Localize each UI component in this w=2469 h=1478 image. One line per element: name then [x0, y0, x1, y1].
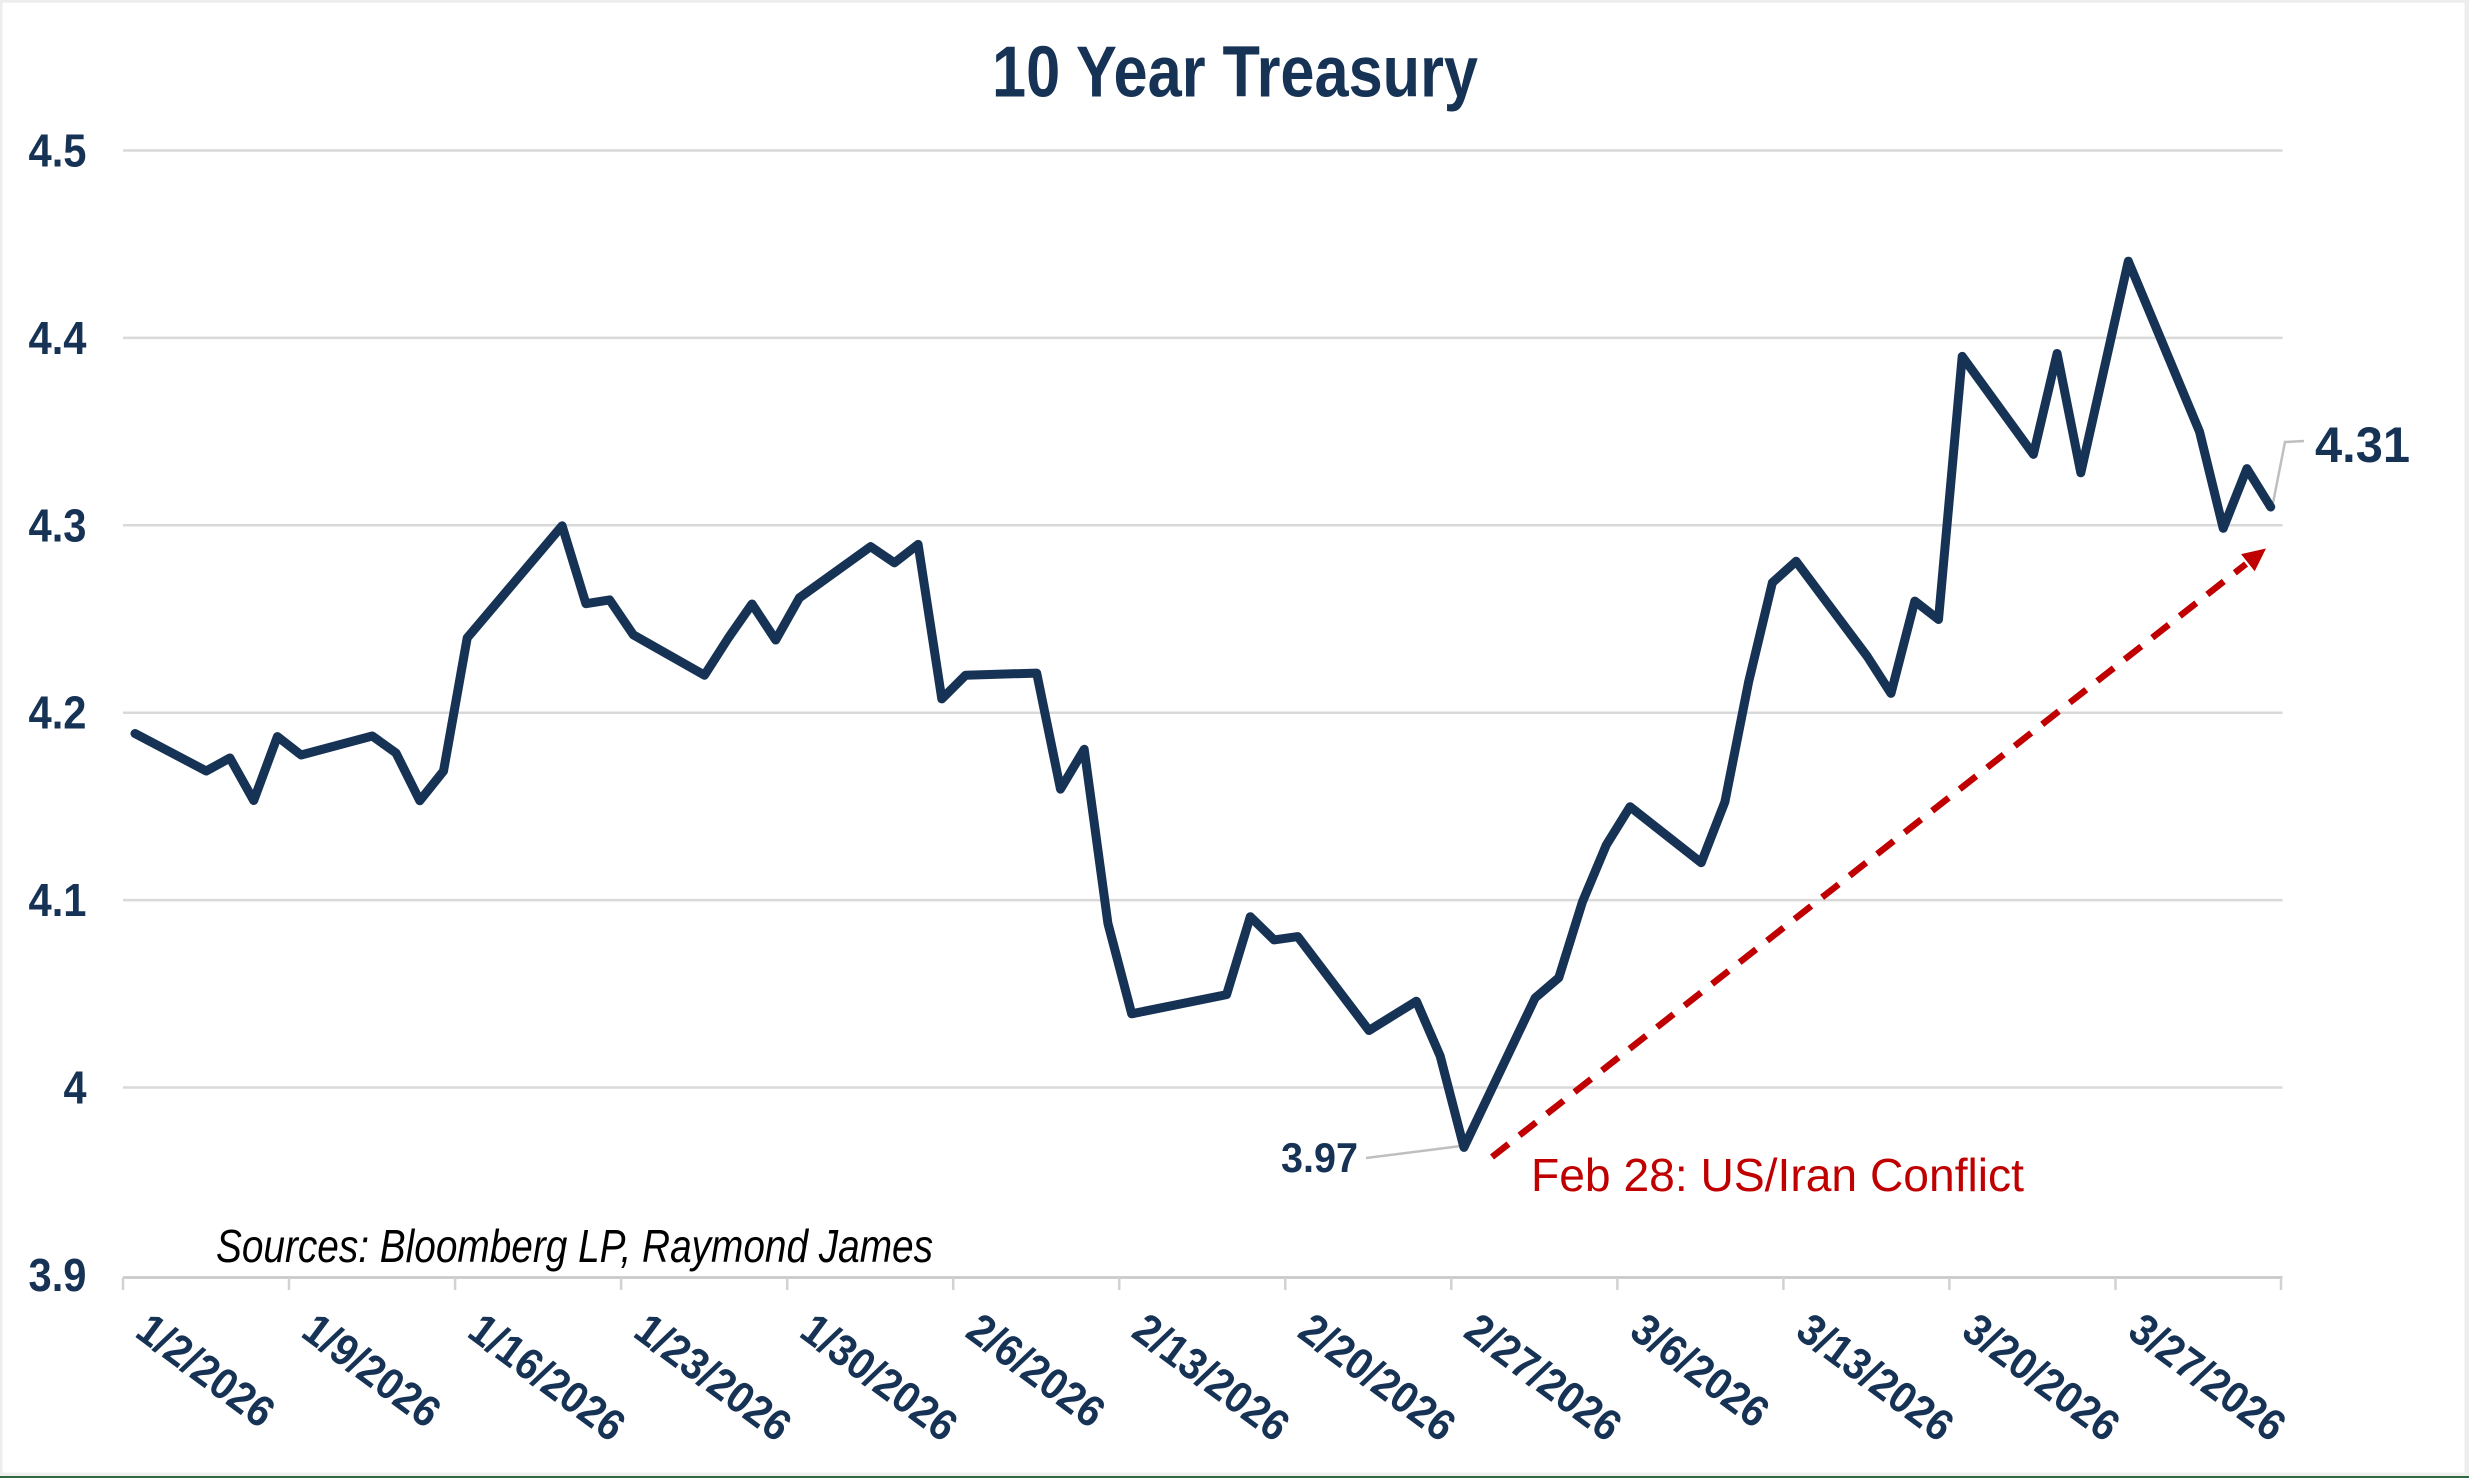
- svg-text:Feb 28: US/Iran Conflict: Feb 28: US/Iran Conflict: [1531, 1149, 2024, 1201]
- svg-text:4.1: 4.1: [29, 874, 87, 926]
- svg-text:Sources: Bloomberg LP, Raymond: Sources: Bloomberg LP, Raymond James: [216, 1220, 933, 1272]
- svg-text:4.4: 4.4: [29, 312, 87, 364]
- svg-text:3.9: 3.9: [29, 1249, 87, 1301]
- svg-text:4.3: 4.3: [29, 499, 87, 551]
- svg-text:4.31: 4.31: [2315, 417, 2410, 473]
- svg-text:4.2: 4.2: [29, 687, 87, 739]
- svg-text:4.5: 4.5: [29, 125, 87, 177]
- svg-text:10 Year Treasury: 10 Year Treasury: [992, 33, 1478, 113]
- svg-text:4: 4: [64, 1062, 87, 1114]
- svg-text:3.97: 3.97: [1281, 1134, 1358, 1181]
